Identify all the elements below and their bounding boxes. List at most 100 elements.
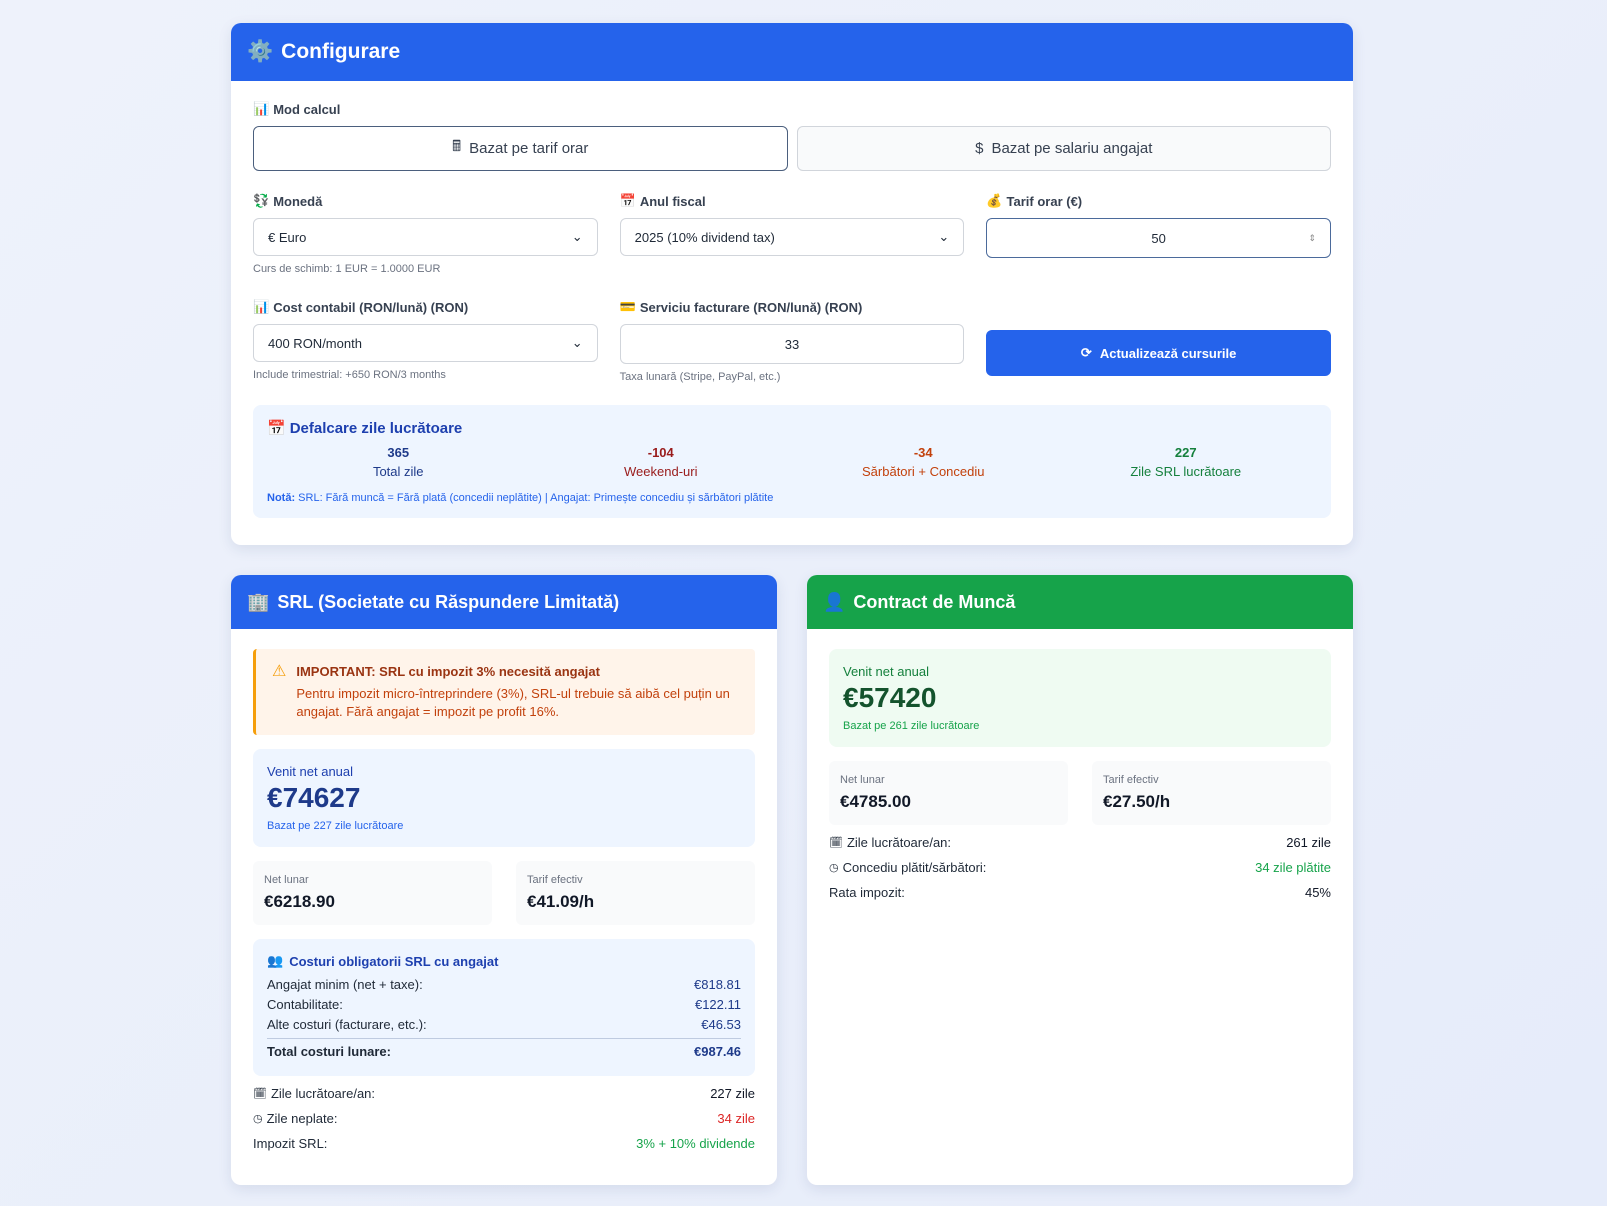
srl-net-annual: Venit net anual €74627 Bazat pe 227 zile… — [253, 749, 755, 847]
accounting-label-text: Cost contabil (RON/lună) (RON) — [273, 299, 469, 315]
hourly-rate-label: 💰 Tarif orar (€) — [986, 193, 1331, 209]
info-label: Concediu plătit/sărbători: — [842, 860, 987, 875]
info-label: Zile lucrătoare/an: — [270, 1086, 376, 1101]
contract-net-annual: Venit net anual €57420 Bazat pe 261 zile… — [829, 649, 1331, 747]
breakdown-note: Notă: SRL: Fără muncă = Fără plată (conc… — [267, 492, 1317, 504]
info-label: Impozit SRL: — [253, 1136, 328, 1151]
building-icon: 🏢 — [247, 591, 270, 612]
chart-icon: 📊 — [253, 299, 270, 314]
stat-label: Total zile — [372, 464, 424, 479]
rate-label-text: Tarif orar (€) — [1006, 193, 1083, 209]
mode-label-text: Mod calcul — [273, 101, 341, 117]
cost-label: Alte costuri (facturare, etc.): — [267, 1017, 427, 1032]
mode-hourly-button[interactable]: 🖩 Bazat pe tarif orar — [253, 126, 788, 171]
currency-select[interactable]: € Euro ⌄ — [253, 218, 598, 256]
accounting-cost-select[interactable]: 400 RON/month ⌄ — [253, 324, 598, 362]
cost-row: Alte costuri (facturare, etc.): €46.53 — [267, 1015, 741, 1035]
currency-label: 💱 Monedă — [253, 193, 598, 209]
cost-value: €46.53 — [701, 1017, 741, 1032]
note-text: SRL: Fără muncă = Fără plată (concedii n… — [295, 492, 774, 504]
calendar-icon: 🗓 — [253, 1088, 267, 1100]
calendar-icon: 📅 — [267, 420, 286, 437]
contract-monthly-net: Net lunar €4785.00 — [829, 761, 1068, 825]
net-sub: Bazat pe 227 zile lucrătoare — [267, 820, 404, 832]
money-bag-icon: 💰 — [986, 193, 1003, 208]
info-value: 227 zile — [710, 1086, 755, 1101]
info-value: 34 zile — [717, 1111, 755, 1126]
billing-label-text: Serviciu facturare (RON/lună) (RON) — [639, 299, 863, 315]
gear-icon: ⚙️ — [247, 40, 274, 63]
costs-title: Costuri obligatorii SRL cu angajat — [289, 953, 499, 969]
refresh-icon: ⟳ — [1080, 345, 1092, 360]
rate-value: €41.09/h — [527, 892, 595, 911]
srl-header: 🏢 SRL (Societate cu Răspundere Limitată) — [231, 575, 777, 629]
info-row: 🗓 Zile lucrătoare/an: 261 zile — [829, 835, 1331, 850]
srl-effective-rate: Tarif efectiv €41.09/h — [516, 861, 755, 925]
stat-label: Zile SRL lucrătoare — [1130, 464, 1242, 479]
info-row: ◷ Zile neplate: 34 zile — [253, 1111, 755, 1126]
monthly-label: Net lunar — [264, 874, 309, 886]
info-row: Impozit SRL: 3% + 10% dividende — [253, 1136, 755, 1151]
clock-icon: ◷ — [829, 862, 839, 874]
employment-contract-panel: 👤 Contract de Muncă Venit net anual €5742… — [807, 575, 1353, 1185]
billing-hint: Taxa lunară (Stripe, PayPal, etc.) — [619, 371, 781, 383]
contract-title: Contract de Muncă — [853, 591, 1016, 612]
breakdown-stat: 227 Zile SRL lucrătoare — [1055, 445, 1318, 479]
cost-value: €818.81 — [694, 977, 741, 992]
srl-title: SRL (Societate cu Răspundere Limitată) — [277, 591, 620, 612]
rate-label: Tarif efectiv — [1103, 774, 1159, 786]
mode-salary-label: Bazat pe salariu angajat — [991, 140, 1153, 157]
total-costs-row: Total costuri lunare: €987.46 — [267, 1038, 741, 1062]
currency-value: € Euro — [268, 229, 307, 245]
hourly-rate-value: 50 — [1151, 230, 1166, 246]
mode-salary-button[interactable]: $ Bazat pe salariu angajat — [796, 126, 1331, 171]
monthly-value: €6218.90 — [264, 892, 335, 911]
cost-row: Contabilitate: €122.11 — [267, 995, 741, 1015]
billing-service-label: 💳 Serviciu facturare (RON/lună) (RON) — [620, 299, 965, 315]
chevron-down-icon: ⌄ — [571, 229, 583, 244]
stat-value: 227 — [1174, 445, 1197, 460]
warning-text: Pentru impozit micro-întreprindere (3%),… — [296, 686, 730, 719]
chevron-down-icon: ⌄ — [571, 335, 583, 350]
refresh-rates-button[interactable]: ⟳ Actualizează cursurile — [986, 330, 1331, 376]
breakdown-title: Defalcare zile lucrătoare — [289, 419, 463, 437]
note-label: Notă: — [267, 492, 296, 504]
stat-label: Weekend-uri — [624, 464, 698, 479]
cost-label: Angajat minim (net + taxe): — [267, 977, 423, 992]
calendar-icon: 🗓 — [829, 837, 843, 849]
monthly-value: €4785.00 — [840, 792, 911, 811]
srl-monthly-net: Net lunar €6218.90 — [253, 861, 492, 925]
monthly-label: Net lunar — [840, 774, 885, 786]
mode-label: 📊 Mod calcul — [253, 101, 1331, 117]
net-sub: Bazat pe 261 zile lucrătoare — [843, 720, 980, 732]
cost-row: Angajat minim (net + taxe): €818.81 — [267, 975, 741, 995]
panel-title: Configurare — [281, 40, 401, 63]
users-icon: 👥 — [267, 953, 284, 968]
info-value: 261 zile — [1286, 835, 1331, 850]
hourly-rate-input[interactable]: 50 ⇕ — [986, 218, 1331, 258]
mode-hourly-label: Bazat pe tarif orar — [469, 140, 589, 157]
fiscal-year-select[interactable]: 2025 (10% dividend tax) ⌄ — [619, 218, 965, 256]
breakdown-stat: 365 Total zile — [267, 445, 530, 479]
fiscal-year-label: 📅 Anul fiscal — [620, 193, 965, 209]
warning-title: IMPORTANT: SRL cu impozit 3% necesită an… — [296, 664, 600, 679]
warning-icon: ⚠ — [272, 663, 287, 680]
currency-label-text: Monedă — [273, 193, 323, 209]
stepper-icon[interactable]: ⇕ — [1308, 232, 1316, 243]
info-value: 45% — [1304, 885, 1331, 900]
dollar-icon: $ — [975, 140, 984, 157]
breakdown-stat: -34 Sărbători + Concediu — [792, 445, 1055, 479]
calculator-icon: 🖩 — [452, 138, 462, 155]
chart-icon: 📊 — [253, 101, 270, 116]
calendar-icon: 📅 — [619, 193, 636, 208]
employee-warning: ⚠ IMPORTANT: SRL cu impozit 3% necesită a… — [253, 649, 755, 735]
currency-exchange-icon: 💱 — [253, 193, 270, 208]
fiscal-value: 2025 (10% dividend tax) — [634, 229, 775, 245]
configuration-panel: ⚙️ Configurare 📊 Mod calcul 🖩 Bazat pe tari… — [231, 23, 1353, 545]
rate-label: Tarif efectiv — [527, 874, 583, 886]
fiscal-label-text: Anul fiscal — [639, 193, 706, 209]
srl-panel: 🏢 SRL (Societate cu Răspundere Limitată) … — [231, 575, 777, 1185]
net-label: Venit net anual — [843, 664, 930, 679]
billing-service-input[interactable]: 33 — [619, 324, 965, 364]
net-label: Venit net anual — [267, 764, 354, 779]
